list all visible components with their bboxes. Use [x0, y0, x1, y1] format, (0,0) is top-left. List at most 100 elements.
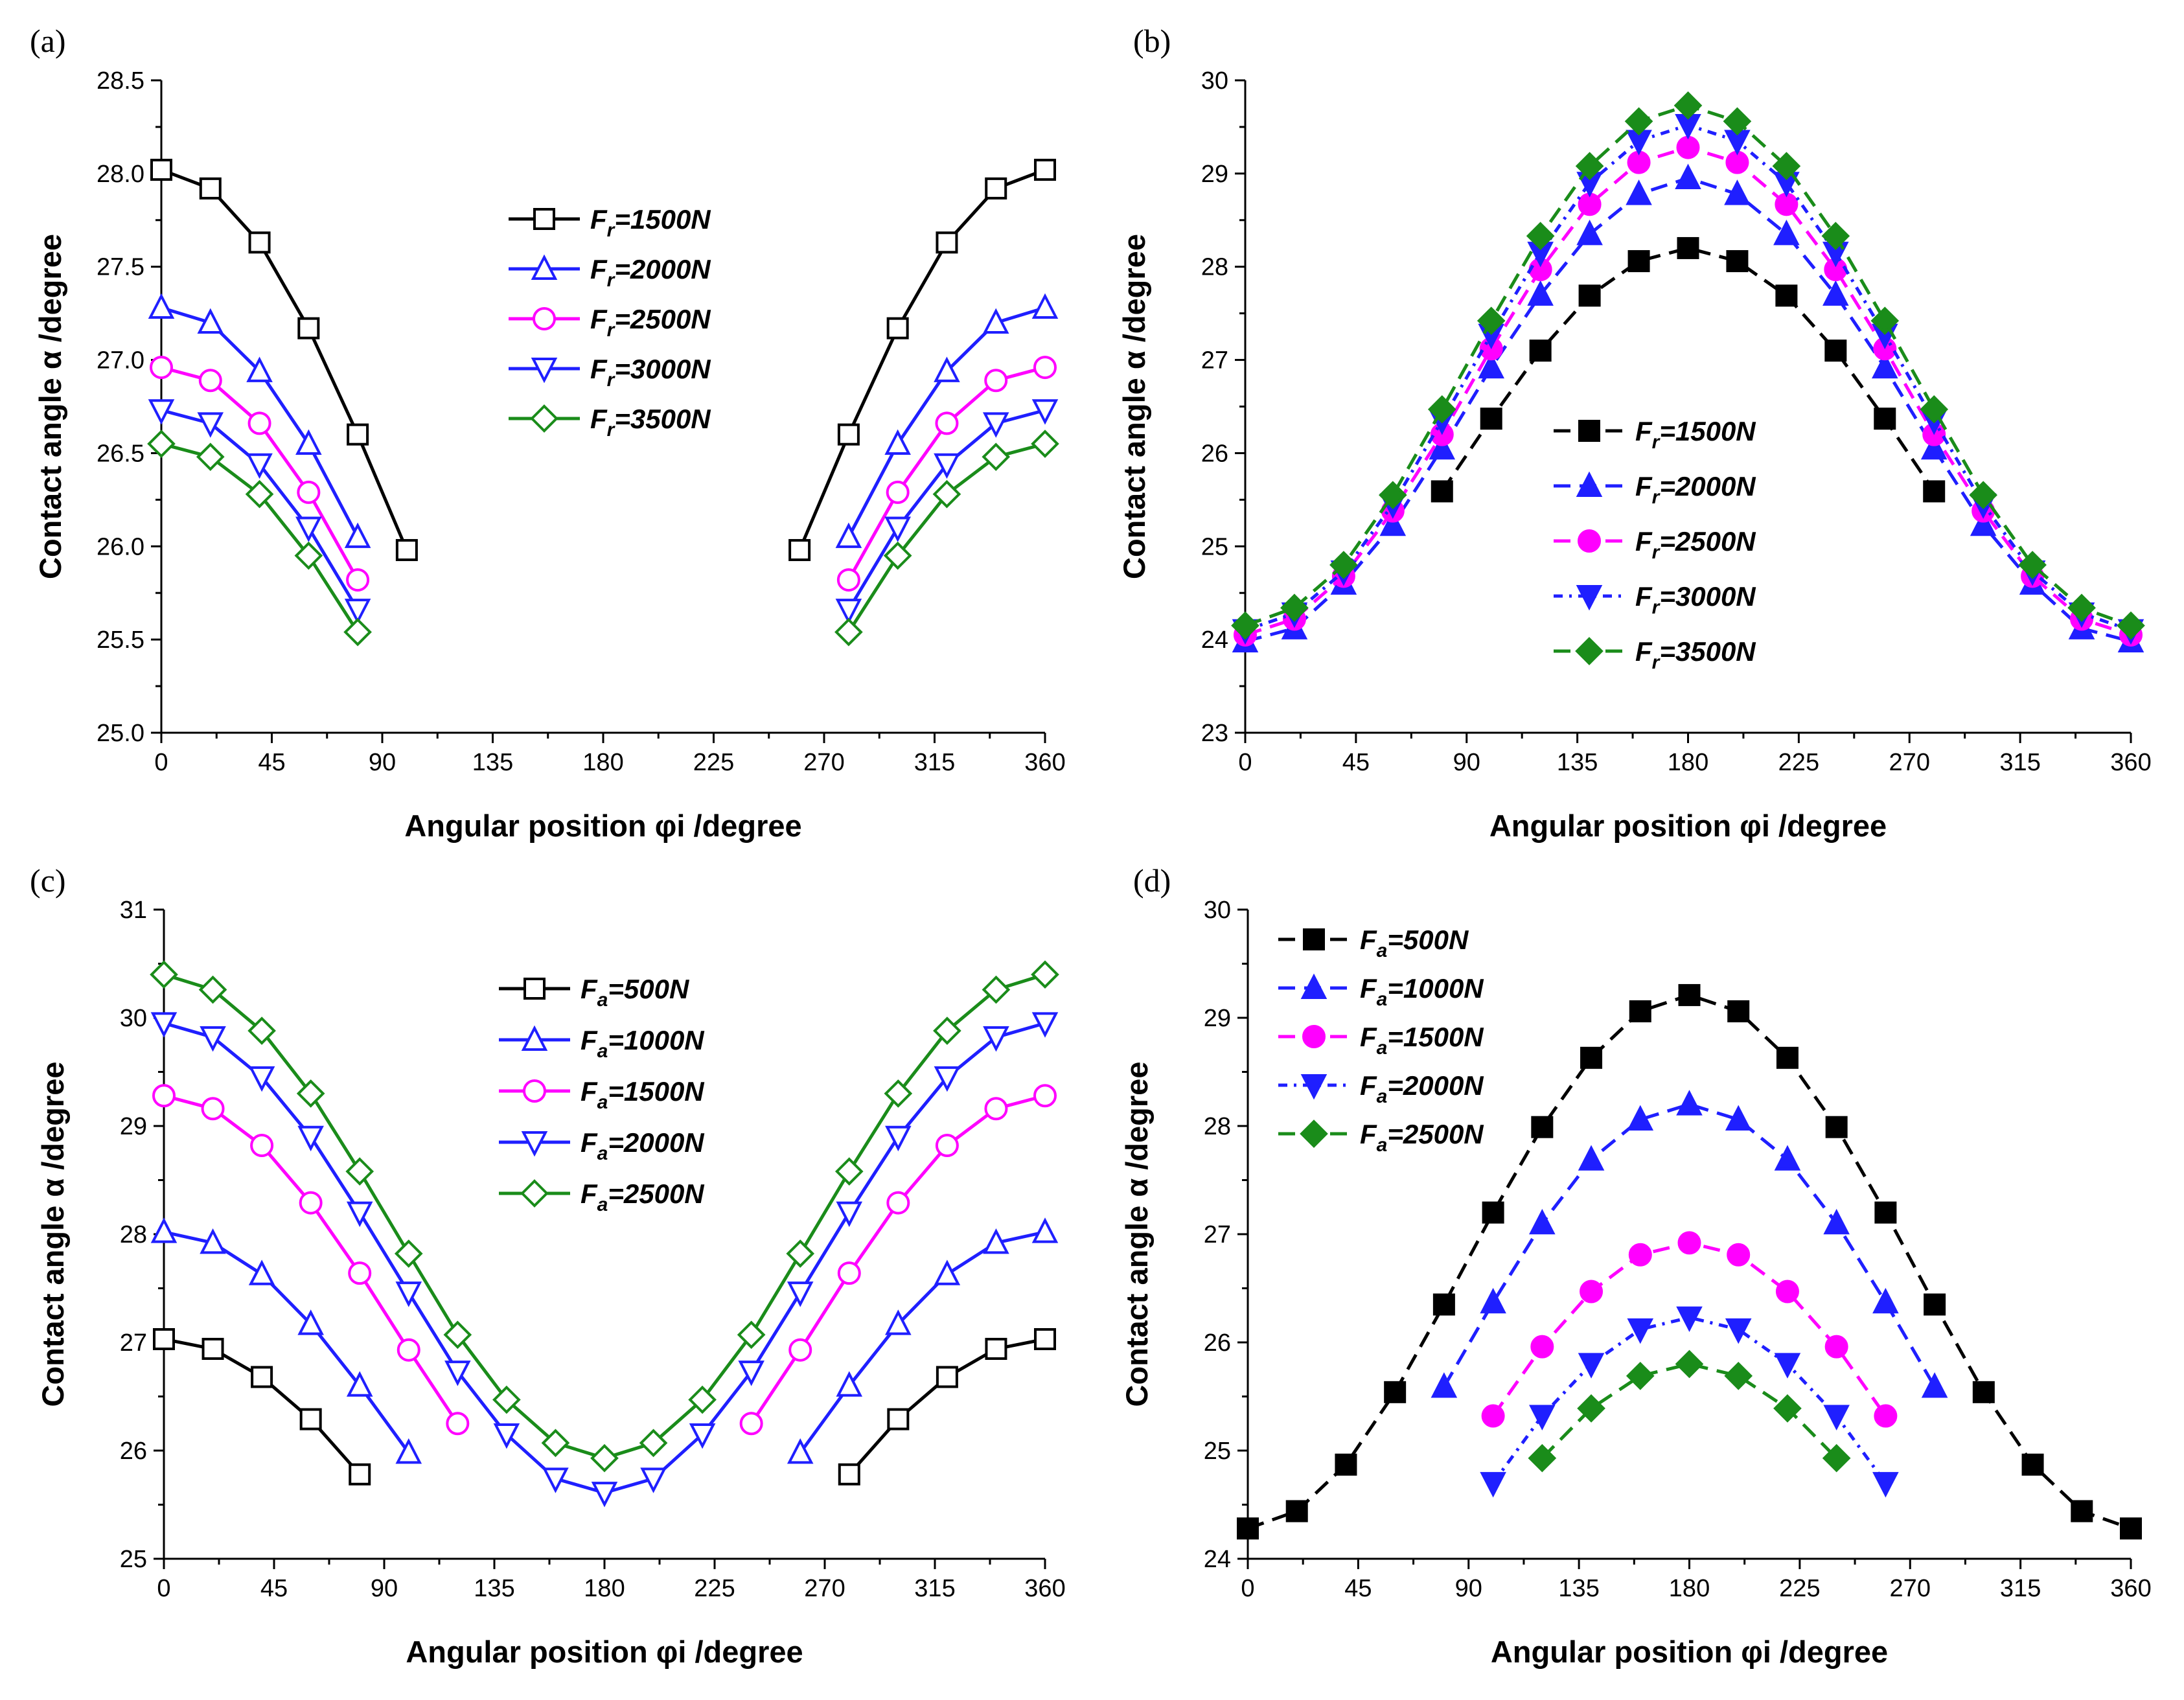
y-axis-title: Contact angle α /degree	[33, 234, 67, 579]
data-point	[248, 1259, 275, 1285]
legend-label: Fa=2500N	[580, 1178, 705, 1215]
x-tick-label: 0	[154, 749, 168, 776]
data-point	[1578, 1353, 1605, 1379]
legend-value: =3000N	[614, 354, 711, 384]
legend-value: =1500N	[1387, 1022, 1484, 1052]
x-tick-label: 315	[914, 1575, 955, 1602]
data-point	[299, 1408, 322, 1430]
data-point	[1775, 284, 1798, 307]
data-point	[295, 429, 322, 455]
data-point	[1031, 430, 1059, 458]
data-point	[247, 1017, 276, 1045]
data-point	[295, 516, 322, 542]
data-point	[934, 356, 960, 382]
legend-marker	[521, 1131, 548, 1157]
legend-subscript: a	[1377, 989, 1388, 1010]
data-point	[787, 1438, 814, 1464]
data-point	[884, 429, 911, 455]
data-point	[590, 1443, 619, 1473]
x-axis-title: Angular position φi /degree	[406, 1635, 803, 1669]
data-point	[347, 423, 369, 446]
data-point	[1969, 481, 1997, 509]
series-Fa=2000N	[1480, 1306, 1899, 1498]
data-point	[834, 617, 863, 647]
data-point	[932, 479, 961, 509]
panel-label: (c)	[30, 862, 66, 899]
data-point	[1822, 1443, 1851, 1473]
data-point	[1624, 107, 1653, 136]
data-point	[199, 177, 222, 200]
legend-symbol: F	[1635, 581, 1653, 612]
data-point	[739, 1412, 763, 1436]
data-point	[542, 1467, 569, 1493]
y-tick-label: 24	[1201, 626, 1228, 654]
data-point	[251, 1366, 273, 1388]
panel-label: (b)	[1133, 23, 1171, 59]
data-point	[1920, 433, 1948, 460]
data-point	[2067, 593, 2096, 623]
data-point	[1379, 510, 1407, 536]
data-point	[297, 1309, 324, 1335]
data-point	[1578, 1145, 1605, 1171]
y-tick-label: 27	[120, 1329, 147, 1357]
x-tick-label: 180	[1668, 749, 1708, 776]
y-tick-label: 25	[120, 1546, 147, 1573]
data-point	[982, 442, 1011, 472]
data-point	[395, 1281, 422, 1307]
data-point	[1673, 91, 1703, 120]
x-tick-label: 45	[258, 749, 285, 776]
y-axis-title: Contact angle α /degree	[1120, 1062, 1154, 1407]
y-tick-label: 26.0	[97, 533, 144, 560]
data-point	[348, 1261, 372, 1285]
x-tick-label: 45	[1342, 749, 1370, 776]
legend-label: Fa=1500N	[1360, 1022, 1484, 1059]
legend-symbol: F	[590, 204, 608, 235]
data-point	[1481, 1404, 1505, 1428]
series-Fr=2500N	[1234, 135, 2143, 647]
y-tick-label: 24	[1204, 1546, 1231, 1573]
legend-symbol: F	[1360, 1119, 1377, 1149]
data-point	[1231, 611, 1259, 640]
legend-symbol: F	[1635, 526, 1653, 557]
legend-subscript: a	[1377, 940, 1388, 961]
data-point	[1580, 1280, 1604, 1304]
legend-marker	[523, 1079, 546, 1103]
x-tick-label: 180	[584, 1575, 625, 1602]
data-point	[346, 1201, 373, 1227]
data-point	[150, 159, 172, 181]
data-point	[838, 1463, 860, 1486]
series-Fa=1000N	[150, 1217, 1059, 1464]
data-point	[787, 1281, 814, 1307]
data-point	[201, 1338, 224, 1361]
data-point	[936, 231, 958, 254]
data-point	[1384, 1381, 1407, 1403]
series-line	[1491, 1316, 1887, 1484]
legend-marker	[1303, 928, 1325, 950]
data-point	[985, 177, 1007, 200]
legend-value: =1500N	[1659, 416, 1756, 446]
data-point	[150, 1217, 178, 1243]
y-tick-label: 28	[120, 1221, 147, 1248]
legend-subscript: r	[607, 369, 616, 391]
legend-marker	[1300, 1074, 1328, 1100]
data-point	[1774, 1353, 1801, 1379]
legend-label: Fr=3000N	[590, 354, 711, 391]
y-tick-label: 30	[1204, 897, 1231, 924]
data-point	[1031, 1217, 1059, 1243]
x-tick-label: 0	[157, 1575, 170, 1602]
data-point	[1772, 152, 1801, 181]
data-point	[346, 1371, 373, 1397]
data-point	[246, 356, 273, 382]
x-tick-label: 360	[2110, 1575, 2151, 1602]
data-point	[591, 1482, 618, 1508]
data-point	[1580, 1046, 1603, 1069]
data-point	[1775, 1280, 1799, 1304]
legend-symbol: F	[590, 354, 608, 384]
legend-marker	[531, 358, 558, 384]
legend-subscript: r	[607, 319, 616, 341]
x-tick-label: 225	[1779, 1575, 1820, 1602]
data-point	[640, 1467, 667, 1493]
legend-label: Fa=500N	[580, 974, 690, 1011]
data-point	[1872, 1472, 1899, 1498]
